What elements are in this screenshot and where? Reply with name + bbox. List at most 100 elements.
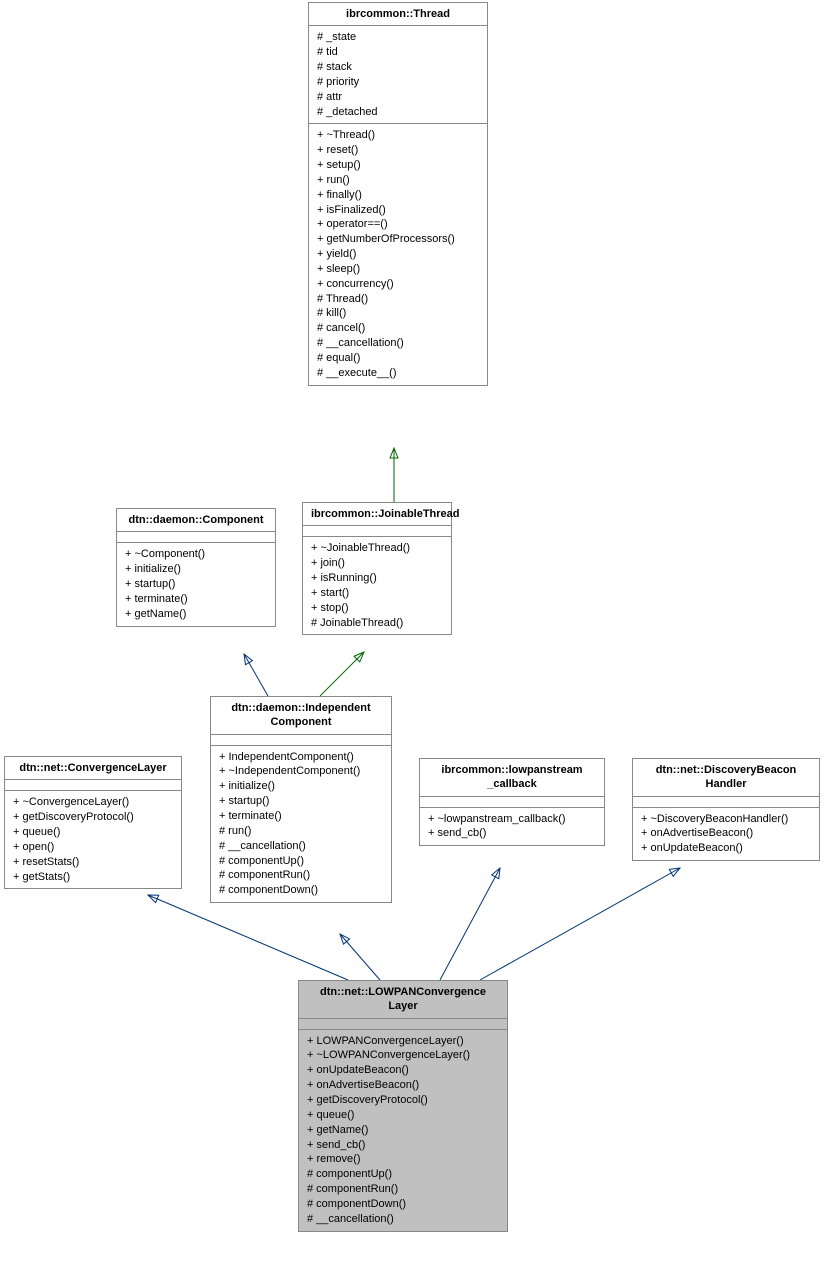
method: # __cancellation() [307, 1212, 499, 1227]
inheritance-edge [244, 654, 268, 696]
inheritance-edge [320, 652, 364, 696]
method: + send_cb() [307, 1138, 499, 1153]
method: + onUpdateBeacon() [307, 1063, 499, 1078]
method: + yield() [317, 247, 479, 262]
attributes-section: # _state# tid# stack# priority# attr# _d… [309, 26, 487, 124]
method: + terminate() [125, 592, 267, 607]
method: + run() [317, 173, 479, 188]
method: + stop() [311, 601, 443, 616]
method: + ~IndependentComponent() [219, 764, 383, 779]
method: # __cancellation() [317, 336, 479, 351]
class-discovery[interactable]: dtn::net::DiscoveryBeaconHandler+ ~Disco… [632, 758, 820, 861]
method: # Thread() [317, 292, 479, 307]
methods-section: + IndependentComponent()+ ~IndependentCo… [211, 746, 391, 902]
class-title: dtn::daemon::Component [117, 509, 275, 532]
method: + send_cb() [428, 826, 596, 841]
class-convergence[interactable]: dtn::net::ConvergenceLayer+ ~Convergence… [4, 756, 182, 889]
methods-section: + ~lowpanstream_callback()+ send_cb() [420, 808, 604, 846]
inheritance-edge [440, 868, 500, 980]
method: + getName() [307, 1123, 499, 1138]
attribute: # priority [317, 75, 479, 90]
method: + ~Thread() [317, 128, 479, 143]
attribute: # attr [317, 90, 479, 105]
method: # cancel() [317, 321, 479, 336]
method: + startup() [125, 577, 267, 592]
inheritance-edge [148, 895, 348, 980]
method: + getNumberOfProcessors() [317, 232, 479, 247]
inheritance-edge [340, 934, 380, 980]
methods-section: + ~JoinableThread()+ join()+ isRunning()… [303, 537, 451, 634]
method: + ~LOWPANConvergenceLayer() [307, 1048, 499, 1063]
inheritance-edge [480, 868, 680, 980]
method: + getDiscoveryProtocol() [13, 810, 173, 825]
attribute: # _state [317, 30, 479, 45]
method: + reset() [317, 143, 479, 158]
method: + queue() [13, 825, 173, 840]
method: + resetStats() [13, 855, 173, 870]
method: + remove() [307, 1152, 499, 1167]
empty-section [303, 526, 451, 537]
method: + ~JoinableThread() [311, 541, 443, 556]
empty-section [5, 780, 181, 791]
method: + ~ConvergenceLayer() [13, 795, 173, 810]
method: + setup() [317, 158, 479, 173]
method: + terminate() [219, 809, 383, 824]
method: + concurrency() [317, 277, 479, 292]
method: + start() [311, 586, 443, 601]
method: # componentRun() [219, 868, 383, 883]
method: + onAdvertiseBeacon() [641, 826, 811, 841]
class-title: ibrcommon::lowpanstream_callback [420, 759, 604, 797]
method: + ~lowpanstream_callback() [428, 812, 596, 827]
method: # JoinableThread() [311, 616, 443, 631]
method: # componentUp() [219, 854, 383, 869]
empty-section [299, 1019, 507, 1030]
method: + ~DiscoveryBeaconHandler() [641, 812, 811, 827]
method: + startup() [219, 794, 383, 809]
method: + LOWPANConvergenceLayer() [307, 1034, 499, 1049]
empty-section [633, 797, 819, 808]
class-title: dtn::net::ConvergenceLayer [5, 757, 181, 780]
method: + isRunning() [311, 571, 443, 586]
empty-section [420, 797, 604, 808]
methods-section: + ~DiscoveryBeaconHandler()+ onAdvertise… [633, 808, 819, 861]
method: # __cancellation() [219, 839, 383, 854]
class-lowpan[interactable]: dtn::net::LOWPANConvergenceLayer+ LOWPAN… [298, 980, 508, 1232]
method: # equal() [317, 351, 479, 366]
method: + onAdvertiseBeacon() [307, 1078, 499, 1093]
class-component[interactable]: dtn::daemon::Component+ ~Component()+ in… [116, 508, 276, 627]
methods-section: + ~Component()+ initialize()+ startup()+… [117, 543, 275, 625]
method: + finally() [317, 188, 479, 203]
method: + getStats() [13, 870, 173, 885]
method: + onUpdateBeacon() [641, 841, 811, 856]
attribute: # _detached [317, 105, 479, 120]
method: + join() [311, 556, 443, 571]
method: + getName() [125, 607, 267, 622]
attribute: # tid [317, 45, 479, 60]
method: # __execute__() [317, 366, 479, 381]
method: # componentDown() [219, 883, 383, 898]
method: # componentDown() [307, 1197, 499, 1212]
class-independent[interactable]: dtn::daemon::IndependentComponent+ Indep… [210, 696, 392, 903]
method: + sleep() [317, 262, 479, 277]
class-thread[interactable]: ibrcommon::Thread# _state# tid# stack# p… [308, 2, 488, 386]
method: + operator==() [317, 217, 479, 232]
empty-section [117, 532, 275, 543]
class-lowpanstream[interactable]: ibrcommon::lowpanstream_callback+ ~lowpa… [419, 758, 605, 846]
methods-section: + ~ConvergenceLayer()+ getDiscoveryProto… [5, 791, 181, 888]
class-title: ibrcommon::Thread [309, 3, 487, 26]
method: + queue() [307, 1108, 499, 1123]
method: # run() [219, 824, 383, 839]
class-joinable[interactable]: ibrcommon::JoinableThread+ ~JoinableThre… [302, 502, 452, 635]
methods-section: + ~Thread()+ reset()+ setup()+ run()+ fi… [309, 124, 487, 384]
class-title: dtn::net::LOWPANConvergenceLayer [299, 981, 507, 1019]
method: # kill() [317, 306, 479, 321]
method: # componentRun() [307, 1182, 499, 1197]
empty-section [211, 735, 391, 746]
method: + ~Component() [125, 547, 267, 562]
method: + getDiscoveryProtocol() [307, 1093, 499, 1108]
method: # componentUp() [307, 1167, 499, 1182]
class-title: ibrcommon::JoinableThread [303, 503, 451, 526]
method: + isFinalized() [317, 203, 479, 218]
methods-section: + LOWPANConvergenceLayer()+ ~LOWPANConve… [299, 1030, 507, 1231]
method: + open() [13, 840, 173, 855]
